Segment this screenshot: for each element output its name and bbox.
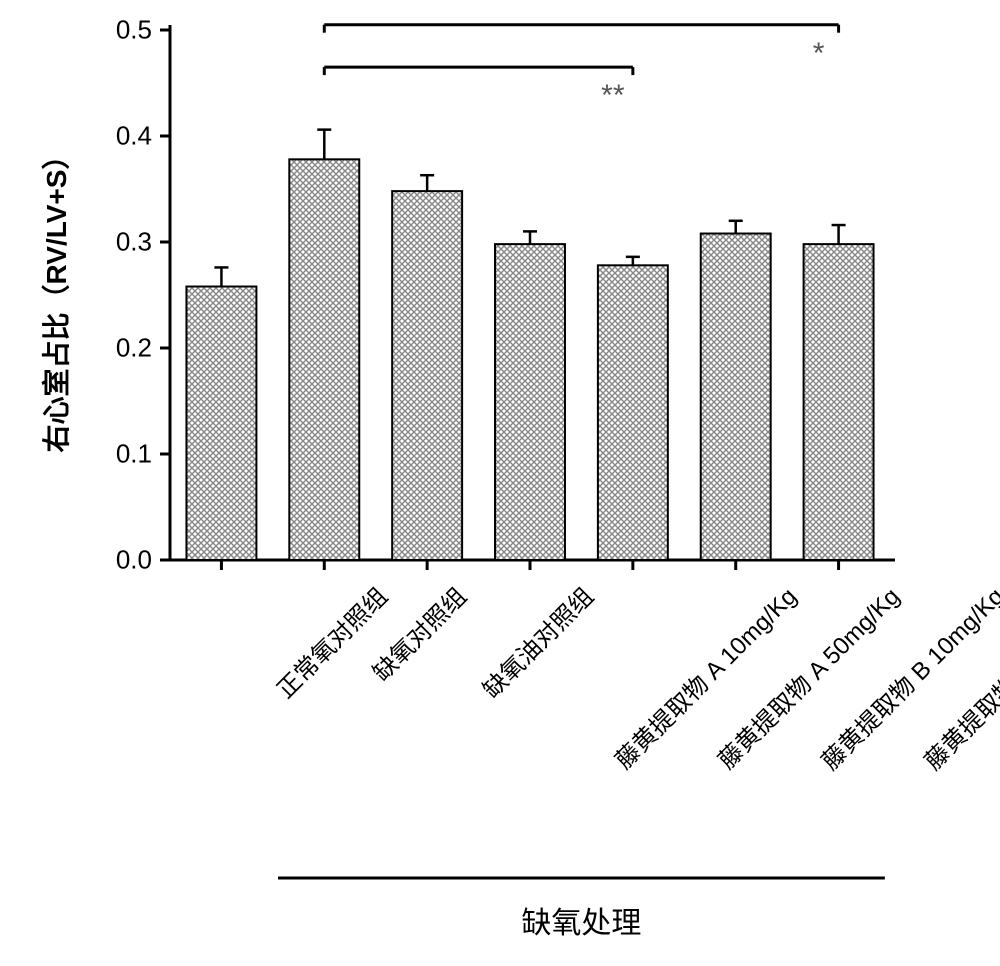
y-tick-label: 0.1	[100, 439, 152, 470]
y-tick-label: 0.4	[100, 121, 152, 152]
bar	[495, 244, 565, 560]
bar	[392, 191, 462, 560]
y-axis-title: 右心室占比（RV/LV+S）	[35, 107, 75, 487]
y-tick-label: 0.3	[100, 227, 152, 258]
y-tick-label: 0.2	[100, 333, 152, 364]
bar	[186, 287, 256, 560]
y-tick-label: 0.5	[100, 15, 152, 46]
chart-container: 右心室占比（RV/LV+S） 缺氧处理 0.00.10.20.30.40.5正常…	[0, 0, 1000, 966]
significance-marker: *	[813, 37, 825, 71]
bar	[804, 244, 874, 560]
bottom-group-label: 缺氧处理	[501, 898, 661, 942]
y-tick-label: 0.0	[100, 545, 152, 576]
bar	[701, 234, 771, 560]
bar	[598, 265, 668, 560]
significance-marker: **	[601, 79, 624, 113]
bar	[289, 159, 359, 560]
